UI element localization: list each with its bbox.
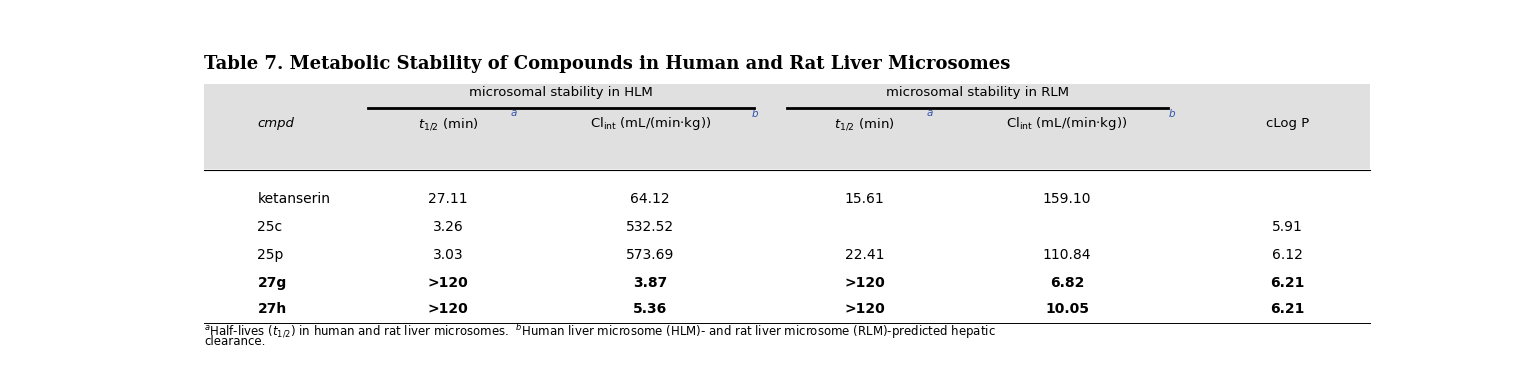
Text: $t_{1/2}$ $\mathrm{(min)}$: $t_{1/2}$ $\mathrm{(min)}$ [834, 116, 895, 132]
Text: 3.03: 3.03 [433, 248, 464, 262]
Bar [204, 84, 1370, 169]
Text: $\mathrm{Cl_{int}}$ $\mathrm{(mL/(min{\cdot}kg))}$: $\mathrm{Cl_{int}}$ $\mathrm{(mL/(min{\c… [1006, 115, 1127, 132]
Text: >120: >120 [427, 276, 468, 290]
Text: microsomal stability in HLM: microsomal stability in HLM [468, 86, 653, 99]
Text: 5.91: 5.91 [1272, 220, 1303, 234]
Text: $t_{1/2}$ $\mathrm{(min)}$: $t_{1/2}$ $\mathrm{(min)}$ [418, 116, 478, 132]
Text: cLog P: cLog P [1266, 117, 1309, 130]
Text: 6.82: 6.82 [1049, 276, 1084, 290]
Text: 27.11: 27.11 [429, 192, 468, 206]
Text: 6.21: 6.21 [1270, 302, 1304, 316]
Text: 15.61: 15.61 [845, 192, 885, 206]
Text: >120: >120 [845, 276, 885, 290]
Text: $a$: $a$ [510, 108, 518, 118]
Text: 110.84: 110.84 [1043, 248, 1091, 262]
Text: 27h: 27h [258, 302, 287, 316]
Text: 22.41: 22.41 [845, 248, 885, 262]
Text: 6.21: 6.21 [1270, 276, 1304, 290]
Text: 10.05: 10.05 [1044, 302, 1089, 316]
Text: 3.87: 3.87 [633, 276, 668, 290]
Text: $^a$Half-lives ($t_{1/2}$) in human and rat liver microsomes.  $^b$Human liver m: $^a$Half-lives ($t_{1/2}$) in human and … [204, 322, 995, 341]
Text: $b$: $b$ [1169, 107, 1177, 118]
Text: Table 7. Metabolic Stability of Compounds in Human and Rat Liver Microsomes: Table 7. Metabolic Stability of Compound… [204, 55, 1011, 73]
Text: 64.12: 64.12 [630, 192, 670, 206]
Text: microsomal stability in RLM: microsomal stability in RLM [886, 86, 1069, 99]
Text: >120: >120 [845, 302, 885, 316]
Text: $b$: $b$ [751, 107, 760, 118]
Text: >120: >120 [427, 302, 468, 316]
Text: 159.10: 159.10 [1043, 192, 1091, 206]
Text: 532.52: 532.52 [627, 220, 674, 234]
Text: 573.69: 573.69 [627, 248, 674, 262]
Text: cmpd: cmpd [258, 117, 295, 130]
Text: 6.12: 6.12 [1272, 248, 1303, 262]
Text: 25p: 25p [258, 248, 284, 262]
Text: clearance.: clearance. [204, 335, 266, 348]
Text: ketanserin: ketanserin [258, 192, 330, 206]
Text: 3.26: 3.26 [433, 220, 464, 234]
Text: 5.36: 5.36 [633, 302, 668, 316]
Text: $\mathrm{Cl_{int}}$ $\mathrm{(mL/(min{\cdot}kg))}$: $\mathrm{Cl_{int}}$ $\mathrm{(mL/(min{\c… [590, 115, 711, 132]
Text: 25c: 25c [258, 220, 283, 234]
Text: 27g: 27g [258, 276, 287, 290]
Text: $a$: $a$ [926, 108, 934, 118]
